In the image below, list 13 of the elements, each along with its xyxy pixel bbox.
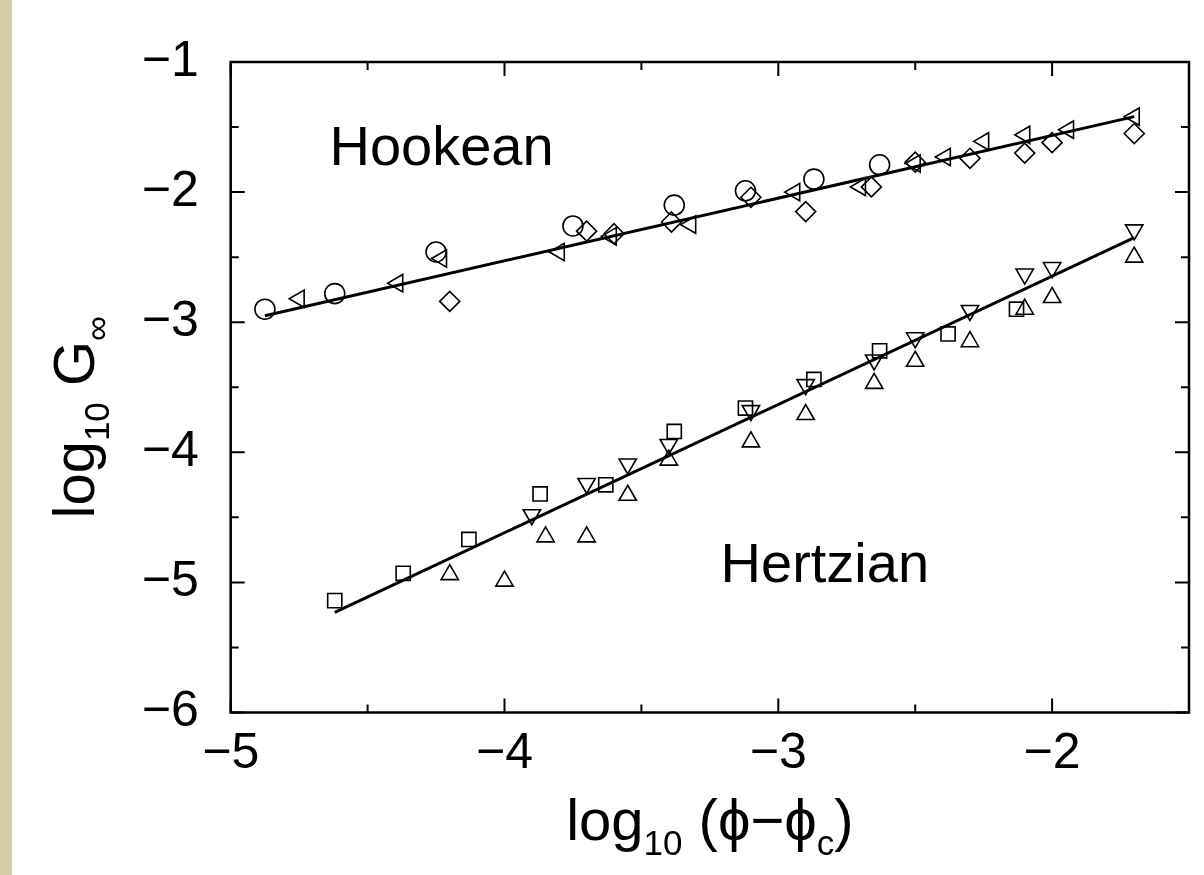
x-tick-label: −4	[475, 723, 534, 780]
annotation: Hertzian	[720, 530, 930, 594]
y-tick-label: −6	[141, 681, 199, 738]
x-tick-label: −5	[202, 723, 260, 780]
y-tick-label: −5	[141, 551, 199, 608]
y-axis-title: log10 G∞	[41, 315, 116, 519]
y-tick-label: −2	[141, 160, 199, 217]
x-tick-label: −3	[749, 723, 807, 780]
y-tick-label: −4	[141, 421, 199, 478]
x-tick-label: −2	[1023, 723, 1081, 780]
y-tick-label: −3	[141, 290, 199, 347]
annotation: Hookean	[329, 114, 554, 178]
y-tick-label: −1	[141, 30, 199, 87]
